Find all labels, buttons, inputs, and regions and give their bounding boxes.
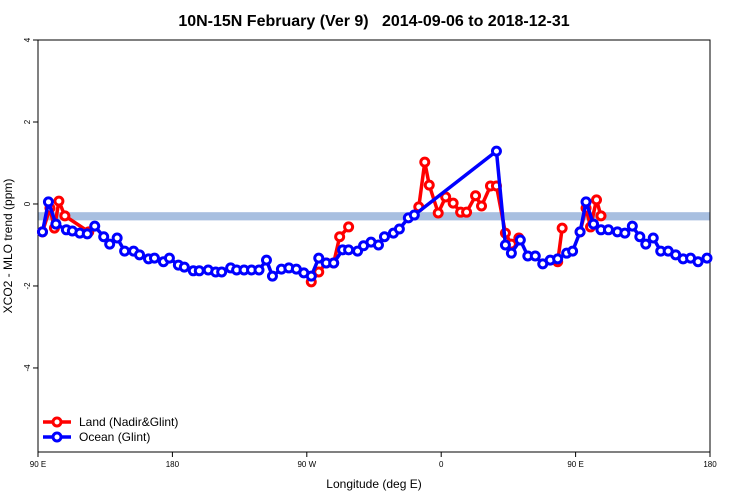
data-point (499, 239, 511, 251)
data-point (701, 252, 713, 264)
y-tick-label: -2 (23, 282, 32, 290)
data-point (134, 249, 146, 261)
data-point (619, 227, 631, 239)
data-point (591, 194, 603, 206)
data-point (104, 238, 116, 250)
data-point (50, 218, 62, 230)
data-point (216, 266, 228, 278)
chart-title: 10N-15N February (Ver 9) 2014-09-06 to 2… (178, 13, 569, 30)
y-tick-label: 2 (23, 119, 32, 124)
data-point (89, 220, 101, 232)
y-tick-label: 4 (23, 37, 32, 42)
data-point (476, 200, 488, 212)
data-point (193, 265, 205, 277)
data-point (440, 191, 452, 203)
x-tick-label: 90 W (297, 460, 316, 469)
legend-marker (51, 431, 63, 443)
data-point (81, 228, 93, 240)
data-point (447, 197, 459, 209)
data-point (53, 195, 65, 207)
data-point (602, 224, 614, 236)
data-point (461, 206, 473, 218)
data-point (119, 245, 131, 257)
data-point (408, 209, 420, 221)
data-point (253, 264, 265, 276)
data-point (574, 226, 586, 238)
data-point (98, 231, 110, 243)
x-axis-label: Longitude (deg E) (326, 477, 421, 491)
data-point (111, 232, 123, 244)
x-tick-label: 90 E (567, 460, 583, 469)
data-point (393, 223, 405, 235)
data-point (647, 232, 659, 244)
data-point (372, 239, 384, 251)
data-point (514, 234, 526, 246)
data-point (640, 238, 652, 250)
data-point (42, 196, 54, 208)
data-point (505, 247, 517, 259)
data-point (692, 256, 704, 268)
y-axis-label: XCO2 - MLO trend (ppm) (1, 179, 15, 314)
legend-label: Ocean (Glint) (79, 430, 150, 444)
data-point (432, 207, 444, 219)
data-point (378, 231, 390, 243)
data-point (59, 210, 71, 222)
legend-marker (51, 416, 63, 428)
data-point (556, 222, 568, 234)
data-point (529, 250, 541, 262)
data-point (580, 196, 592, 208)
y-tick-label: -4 (23, 364, 32, 372)
data-point (419, 156, 431, 168)
data-point (423, 179, 435, 191)
y-tick-label: 0 (23, 201, 32, 206)
data-point (266, 270, 278, 282)
data-point (305, 270, 317, 282)
data-point (260, 254, 272, 266)
data-point (634, 231, 646, 243)
legend-label: Land (Nadir&Glint) (79, 415, 178, 429)
reference-band (38, 212, 710, 221)
data-point (313, 252, 325, 264)
data-point (595, 210, 607, 222)
data-point (626, 220, 638, 232)
x-tick-label: 90 E (30, 460, 46, 469)
data-point (36, 226, 48, 238)
data-point (490, 145, 502, 157)
data-point (178, 261, 190, 273)
data-point (567, 245, 579, 257)
data-point (343, 221, 355, 233)
data-point (328, 257, 340, 269)
plot-frame (37, 39, 711, 453)
data-point (343, 244, 355, 256)
x-tick-label: 180 (166, 460, 180, 469)
data-point (588, 218, 600, 230)
data-point (163, 252, 175, 264)
x-tick-label: 0 (439, 460, 444, 469)
x-tick-label: 180 (703, 460, 717, 469)
data-point (552, 253, 564, 265)
data-point (148, 252, 160, 264)
data-point (334, 231, 346, 243)
data-point (470, 190, 482, 202)
